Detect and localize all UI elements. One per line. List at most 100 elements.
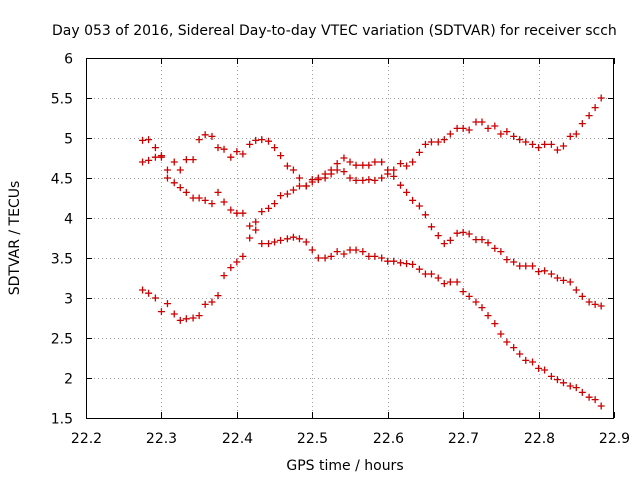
data-point — [497, 330, 505, 338]
data-point — [271, 144, 279, 152]
data-point — [151, 294, 159, 302]
series-track-b — [139, 153, 605, 410]
y-tick-label: 3.5 — [51, 252, 73, 268]
data-point — [283, 235, 291, 243]
data-point — [541, 267, 549, 275]
data-point — [239, 209, 247, 217]
data-point — [446, 278, 454, 286]
data-point — [478, 118, 486, 126]
chart-title: Day 053 of 2016, Sidereal Day-to-day VTE… — [52, 23, 617, 39]
data-point — [208, 298, 216, 306]
data-point — [427, 270, 435, 278]
data-point — [333, 160, 341, 168]
data-point — [189, 314, 197, 322]
data-point — [497, 248, 505, 256]
data-point — [176, 316, 184, 324]
data-point — [397, 160, 405, 168]
data-point — [289, 233, 297, 241]
data-point — [421, 140, 429, 148]
data-point — [446, 130, 454, 138]
data-point — [478, 304, 486, 312]
x-tick-label: 22.6 — [373, 431, 404, 447]
data-point — [365, 252, 373, 260]
data-point — [578, 292, 586, 300]
data-point — [535, 268, 543, 276]
data-point — [340, 250, 348, 258]
data-point — [308, 176, 316, 184]
data-point — [145, 289, 153, 297]
data-point — [252, 226, 260, 234]
data-point — [434, 274, 442, 282]
data-point — [227, 264, 235, 272]
data-point — [409, 260, 417, 268]
data-point — [246, 140, 254, 148]
data-point — [415, 265, 423, 273]
data-point — [591, 300, 599, 308]
data-point — [371, 252, 379, 260]
data-point — [157, 153, 165, 161]
data-point — [403, 162, 411, 170]
data-point — [409, 196, 417, 204]
data-point — [227, 206, 235, 214]
data-point — [453, 229, 461, 237]
data-point — [547, 140, 555, 148]
data-point — [459, 228, 467, 236]
data-point — [176, 166, 184, 174]
data-point — [553, 274, 561, 282]
data-point — [472, 118, 480, 126]
data-point — [440, 240, 448, 248]
data-point — [321, 254, 329, 262]
data-point — [397, 181, 405, 189]
data-point — [390, 172, 398, 180]
data-point — [201, 131, 209, 139]
data-point — [541, 140, 549, 148]
y-tick-label: 4.5 — [51, 172, 73, 188]
data-point — [446, 236, 454, 244]
data-point — [585, 298, 593, 306]
data-point — [434, 138, 442, 146]
data-point — [170, 158, 178, 166]
data-point — [170, 179, 178, 187]
data-point — [578, 388, 586, 396]
data-point — [302, 182, 310, 190]
data-point — [233, 148, 241, 156]
data-point — [283, 190, 291, 198]
data-point — [591, 104, 599, 112]
data-point — [591, 396, 599, 404]
data-point — [529, 358, 537, 366]
data-point — [271, 200, 279, 208]
data-point — [529, 140, 537, 148]
data-point — [314, 254, 322, 262]
y-tick-label: 4 — [64, 212, 73, 228]
data-point — [157, 308, 165, 316]
data-point — [465, 292, 473, 300]
data-point — [503, 256, 511, 264]
data-point — [566, 382, 574, 390]
data-point — [139, 136, 147, 144]
data-point — [252, 136, 260, 144]
data-point — [239, 150, 247, 158]
data-point — [535, 144, 543, 152]
data-point — [415, 202, 423, 210]
data-point — [484, 124, 492, 132]
data-point — [597, 94, 605, 102]
data-point — [384, 166, 392, 174]
data-point — [295, 174, 303, 182]
data-point — [340, 168, 348, 176]
data-point — [559, 379, 567, 387]
data-point — [522, 138, 530, 146]
data-point — [327, 166, 335, 174]
data-point — [559, 276, 567, 284]
data-point — [151, 144, 159, 152]
data-point — [440, 280, 448, 288]
data-point — [151, 153, 159, 161]
data-point — [352, 246, 360, 254]
data-point — [572, 130, 580, 138]
data-point — [585, 393, 593, 401]
data-point — [139, 286, 147, 294]
data-point — [503, 128, 511, 136]
y-axis-label: SDTVAR / TECUs — [7, 181, 23, 296]
data-point — [578, 120, 586, 128]
data-point — [346, 158, 354, 166]
data-point — [182, 156, 190, 164]
